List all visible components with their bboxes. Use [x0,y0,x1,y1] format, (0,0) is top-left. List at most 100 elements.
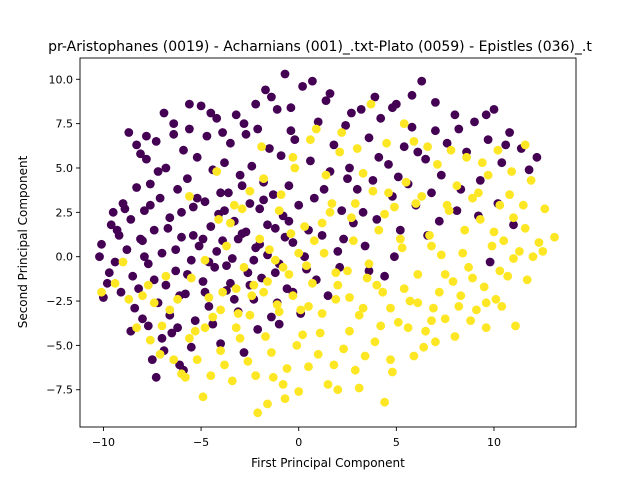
data-point-series-1-202 [185,333,194,343]
data-point-series-1-119 [302,261,311,270]
data-point-series-0-93 [298,82,307,91]
data-point-series-0-92 [294,200,304,210]
data-point-series-1-21 [261,332,270,341]
data-point-series-0-213 [95,252,104,262]
data-point-series-1-103 [329,360,339,370]
data-point-series-0-45 [200,197,210,207]
data-point-series-1-109 [235,333,245,343]
data-point-series-0-204 [347,108,356,118]
data-point-series-1-25 [276,190,286,200]
data-point-series-1-70 [452,181,462,191]
data-point-series-1-67 [440,314,450,324]
data-point-series-0-99 [321,96,331,105]
data-point-series-0-15 [142,154,151,164]
data-point-series-1-10 [204,293,214,302]
data-point-series-1-179 [481,298,491,308]
data-point-series-0-161 [145,200,155,210]
data-point-series-1-123 [364,259,374,269]
data-point-series-0-195 [185,124,194,134]
data-point-series-1-134 [528,252,538,262]
x-tick-label: 5 [393,436,400,449]
data-point-series-1-48 [366,99,376,109]
data-point-series-1-85 [515,247,524,256]
data-point-series-0-48 [206,222,216,231]
data-point-series-0-151 [229,294,239,304]
data-point-series-1-136 [446,145,456,155]
data-point-series-1-207 [493,145,503,155]
data-point-series-1-177 [454,302,464,311]
data-point-series-0-159 [120,204,130,214]
data-point-series-0-19 [149,225,159,235]
data-point-series-1-75 [472,305,481,315]
data-point-series-0-123 [417,76,427,86]
data-point-series-0-212 [524,165,534,175]
data-point-series-1-116 [255,234,265,244]
data-point-series-1-102 [345,326,354,336]
data-point-series-1-47 [362,273,372,283]
data-point-series-0-68 [245,199,255,208]
data-point-series-0-16 [143,259,153,269]
data-point-series-1-189 [380,397,389,407]
data-point-series-1-0 [97,287,106,297]
data-point-series-1-19 [253,408,263,418]
data-point-series-0-78 [265,144,274,153]
data-point-series-0-6 [122,245,132,255]
data-point-series-0-152 [241,227,251,237]
data-point-series-1-167 [317,309,327,318]
data-point-series-0-20 [151,137,161,146]
data-point-series-1-184 [294,387,304,396]
data-point-series-0-175 [138,236,147,246]
data-point-series-1-178 [468,273,477,283]
data-point-series-1-78 [483,170,493,180]
data-point-series-0-63 [235,170,245,180]
data-point-series-1-53 [386,355,395,364]
data-point-series-1-87 [526,176,536,185]
data-point-series-0-30 [171,266,181,276]
data-point-series-1-192 [350,199,360,208]
data-point-series-1-131 [489,227,499,237]
data-point-series-1-3 [143,280,153,290]
data-point-series-0-146 [177,207,186,217]
data-point-series-1-129 [458,248,468,258]
data-point-series-0-5 [116,287,126,297]
data-point-series-1-58 [405,296,415,306]
data-point-series-0-193 [142,131,151,141]
data-point-series-1-39 [331,294,341,304]
data-point-series-0-187 [143,321,153,331]
data-point-series-1-117 [270,255,280,265]
data-point-series-1-16 [237,204,247,214]
data-point-series-0-72 [253,124,263,134]
data-point-series-0-46 [202,131,212,141]
data-point-series-1-143 [321,170,331,180]
data-point-series-0-31 [173,184,183,194]
data-point-series-1-84 [509,213,518,223]
data-point-series-1-81 [495,200,505,210]
data-point-series-0-197 [218,128,228,137]
data-point-series-0-104 [341,121,350,130]
data-point-series-1-44 [350,365,360,375]
data-point-series-1-149 [229,200,239,210]
data-point-series-0-216 [274,319,284,329]
axes-frame [79,57,577,428]
data-point-series-0-235 [364,266,374,276]
data-point-series-0-41 [192,152,202,162]
data-point-series-1-105 [298,330,307,340]
data-point-series-0-211 [501,140,511,150]
data-point-series-1-8 [190,326,200,336]
data-point-series-1-37 [323,380,333,389]
data-point-series-1-170 [358,303,368,313]
data-point-series-0-96 [309,193,319,203]
x-tick-label: −10 [92,436,115,449]
data-point-series-1-17 [243,357,253,366]
data-point-series-0-111 [368,176,378,185]
data-point-series-0-220 [319,184,329,194]
data-point-series-0-205 [370,92,380,102]
data-point-series-0-129 [450,110,460,120]
data-point-series-1-80 [491,294,501,304]
data-point-series-0-192 [136,149,145,159]
data-point-series-0-214 [102,278,112,288]
data-point-series-1-190 [409,351,419,361]
data-point-series-1-208 [520,140,530,150]
data-point-series-1-168 [331,268,341,278]
data-point-series-1-42 [343,266,352,276]
